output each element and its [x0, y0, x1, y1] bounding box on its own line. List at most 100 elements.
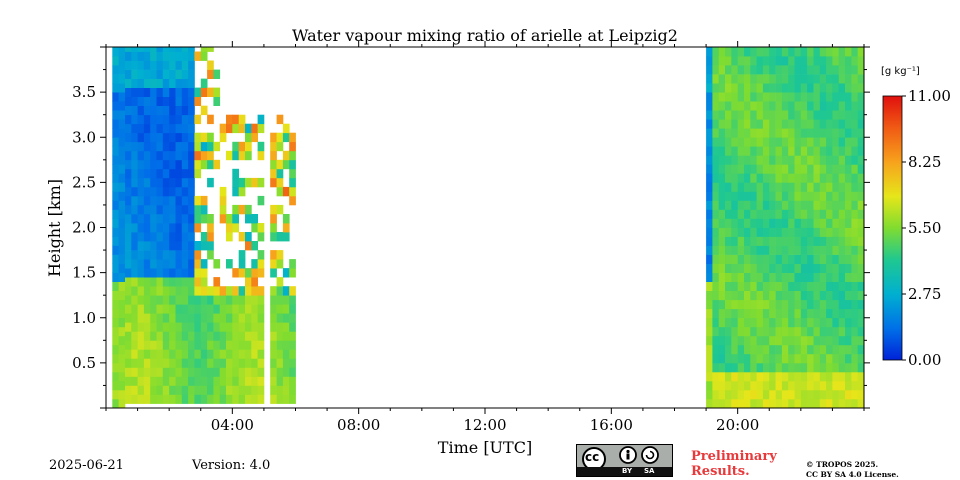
heatmap-cell [813, 281, 821, 291]
heatmap-cell [775, 317, 783, 328]
heatmap-cell [813, 227, 821, 237]
heatmap-cell [775, 137, 783, 147]
heatmap-cell [232, 385, 239, 395]
x-axis-label: Time [UTC] [438, 438, 532, 457]
heatmap-cell [282, 313, 290, 323]
y-tick-label: 1.5 [72, 264, 96, 282]
heatmap-cell [788, 110, 795, 120]
heatmap-cell [788, 389, 795, 400]
license-bar: BY SA [577, 467, 672, 476]
heatmap-cell [807, 137, 814, 147]
heatmap-cell [800, 137, 808, 147]
heatmap-cell [819, 371, 827, 382]
heatmap-cell [775, 56, 783, 66]
heatmap-cell [118, 227, 126, 237]
heatmap-cell [731, 119, 738, 129]
heatmap-cell [750, 137, 757, 147]
heatmap-cell [832, 254, 840, 264]
heatmap-cell [137, 96, 145, 106]
heatmap-cell [150, 168, 157, 179]
heatmap-cell [150, 78, 157, 88]
heatmap-cell [750, 344, 757, 355]
heatmap-cell [200, 132, 208, 143]
heatmap-cell [857, 290, 864, 301]
heatmap-cell [219, 358, 227, 368]
y-tick-label: 3.0 [72, 128, 96, 146]
heatmap-cell [845, 119, 852, 129]
heatmap-cell [194, 358, 202, 368]
heatmap-cell [194, 268, 202, 278]
heatmap-cell [832, 146, 840, 156]
heatmap-cell [194, 141, 202, 152]
heatmap-cell [712, 380, 720, 391]
heatmap-cell [750, 308, 757, 319]
heatmap-cell [181, 186, 189, 197]
heatmap-cell [851, 200, 859, 210]
heatmap-cell [175, 132, 183, 143]
heatmap-cell [257, 304, 265, 314]
heatmap-cell [800, 173, 808, 183]
heatmap-cell [118, 281, 126, 291]
heatmap-cell [725, 92, 732, 102]
heatmap-cell [270, 340, 277, 350]
heatmap-cell [756, 74, 764, 84]
heatmap-cell [125, 232, 132, 242]
heatmap-cell [238, 259, 246, 269]
license-badge[interactable]: cc BY SA [576, 444, 673, 477]
heatmap-cell [813, 92, 821, 102]
heatmap-cell [143, 358, 151, 368]
heatmap-cell [794, 380, 802, 391]
heatmap-cell [807, 173, 814, 183]
heatmap-cell [143, 349, 151, 359]
heatmap-cell [781, 83, 789, 93]
heatmap-cell [832, 326, 840, 337]
heatmap-cell [813, 209, 821, 219]
heatmap-cell [744, 236, 751, 246]
heatmap-cell [200, 87, 208, 97]
heatmap-cell [737, 218, 745, 228]
heatmap-cell [794, 299, 802, 310]
heatmap-cell [112, 380, 119, 391]
heatmap-cell [718, 263, 726, 273]
heatmap-cell [131, 331, 138, 341]
heatmap-cell [826, 308, 833, 319]
heatmap-cell [162, 60, 170, 70]
heatmap-cell [181, 241, 189, 251]
heatmap-cell [826, 389, 833, 400]
heatmap-cell [800, 308, 808, 319]
heatmap-cell [112, 335, 119, 346]
heatmap-cell [794, 362, 802, 373]
heatmap-cell [200, 51, 208, 61]
heatmap-cell [118, 200, 126, 210]
heatmap-cell [200, 204, 208, 215]
heatmap-cell [712, 128, 720, 138]
heatmap-cell [238, 204, 246, 215]
heatmap-cell [851, 362, 859, 373]
heatmap-cell [725, 146, 732, 156]
heatmap-cell [851, 47, 859, 57]
heatmap-cell [857, 101, 864, 111]
heatmap-cell [245, 204, 252, 215]
heatmap-cell [819, 299, 827, 310]
heatmap-cell [213, 367, 221, 377]
heatmap-cell [794, 65, 802, 75]
heatmap-cell [819, 281, 827, 291]
heatmap-cell [226, 313, 233, 323]
heatmap-cell [175, 186, 183, 197]
heatmap-cell [838, 380, 846, 391]
heatmap-cell [112, 326, 119, 337]
heatmap-cell [156, 286, 164, 296]
heatmap-cell [725, 263, 732, 273]
heatmap-cell [788, 164, 795, 174]
heatmap-cell [826, 353, 833, 364]
heatmap-cell [238, 385, 246, 395]
heatmap-cell [188, 168, 195, 179]
heatmap-cell [775, 209, 783, 219]
heatmap-cell [137, 286, 145, 296]
heatmap-cell [125, 141, 132, 152]
heatmap-cell [718, 236, 726, 246]
heatmap-cell [150, 394, 157, 404]
heatmap-cell [788, 173, 795, 183]
heatmap-cell [137, 277, 145, 287]
heatmap-cell [851, 308, 859, 319]
